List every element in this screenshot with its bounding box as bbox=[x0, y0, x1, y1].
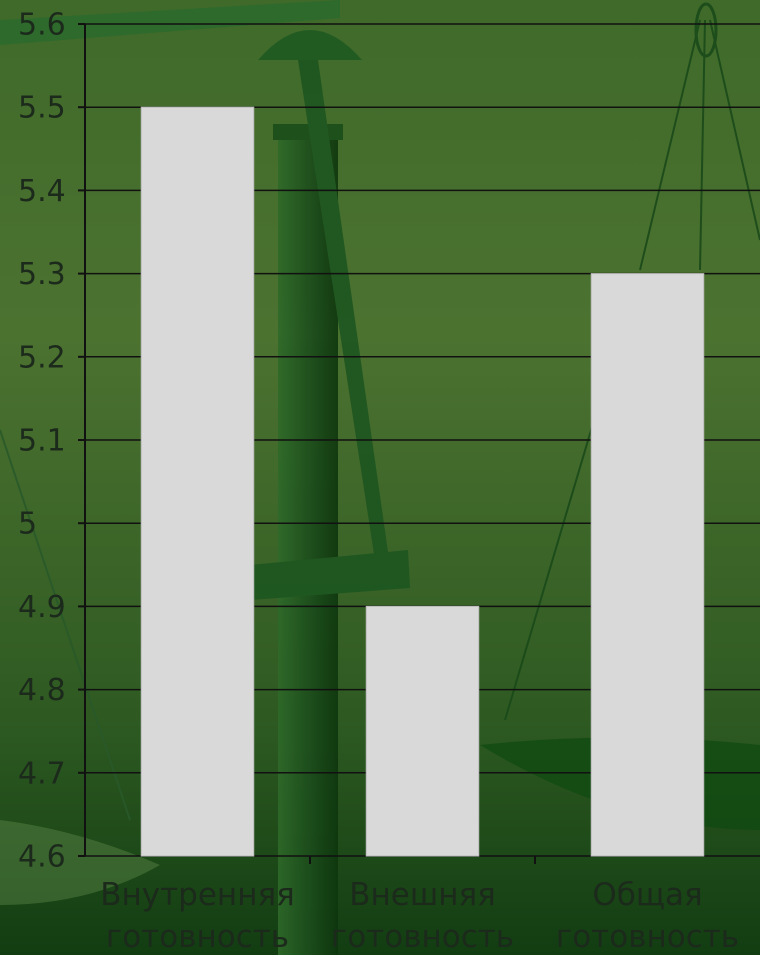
y-tick-label: 5.6 bbox=[18, 8, 66, 43]
y-tick-label: 4.7 bbox=[18, 756, 66, 791]
x-tick-label: Общая готовность bbox=[555, 877, 740, 955]
y-tick-label: 5.2 bbox=[18, 340, 66, 375]
y-tick-label: 5 bbox=[18, 507, 37, 542]
y-tick-label: 4.8 bbox=[18, 673, 66, 708]
bar bbox=[365, 605, 480, 857]
y-tick-label: 5.1 bbox=[18, 424, 66, 459]
y-tick-label: 5.4 bbox=[18, 174, 66, 209]
y-tick-label: 5.3 bbox=[18, 257, 66, 292]
bar bbox=[590, 273, 705, 857]
y-tick-label: 5.5 bbox=[18, 91, 66, 126]
x-tick-label: Внутренняя готовность bbox=[100, 877, 295, 955]
bar bbox=[140, 106, 255, 857]
y-tick-label: 4.6 bbox=[18, 840, 66, 875]
y-tick-label: 4.9 bbox=[18, 590, 66, 625]
x-tick-label: Внешняя готовность bbox=[330, 877, 515, 955]
